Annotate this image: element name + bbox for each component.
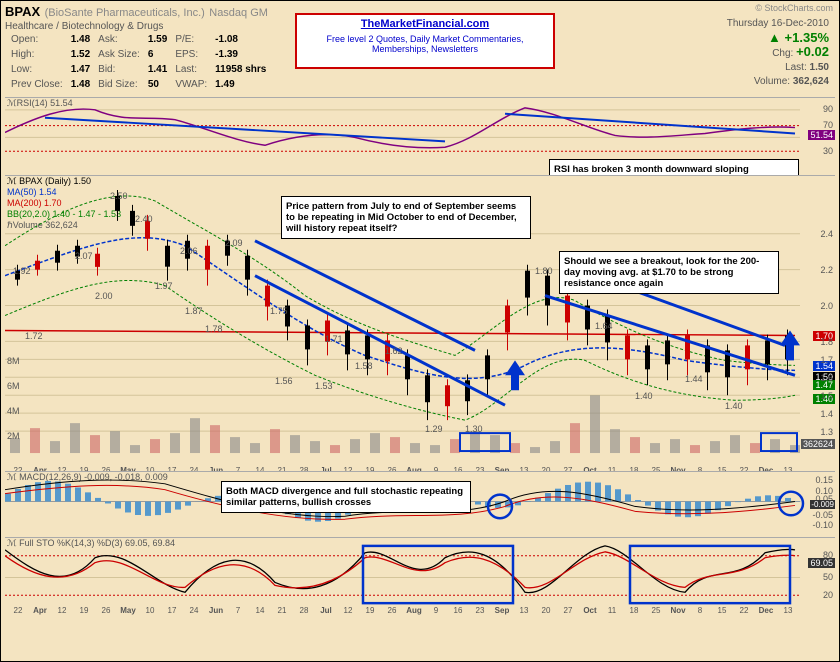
exchange: Nasdaq GM [209, 7, 268, 19]
date-label: Thursday 16-Dec-2010 [727, 17, 829, 31]
rsi-value-box: 51.54 [808, 130, 835, 140]
sto-xaxis: 22Apr121926May101724Jun7142128Jul121926A… [5, 606, 801, 617]
sto-chart [5, 538, 835, 615]
right-stats: Thursday 16-Dec-2010 ▲ +1.35% Chg: +0.02… [727, 17, 829, 89]
price-note-2: Should we see a breakout, look for the 2… [559, 251, 779, 294]
quote-stats: Open:1.48Ask:1.59P/E:-1.08High:1.52Ask S… [9, 31, 274, 93]
change-value: +0.02 [796, 44, 829, 59]
volume-value: 362,624 [793, 76, 829, 87]
company-name: (BioSante Pharmaceuticals, Inc.) [45, 7, 205, 19]
change-pct: +1.35% [785, 30, 829, 45]
up-arrow-icon: ▲ [768, 30, 781, 45]
macd-value-box: -0.009 [810, 500, 835, 509]
rsi-panel: ℳRSI(14) 51.54 90 70 50 30 51.54 [5, 97, 835, 165]
rsi-chart [5, 98, 835, 165]
last-value: 1.50 [810, 62, 829, 73]
sto-value-box: 69.05 [808, 558, 835, 568]
stochastic-panel: ℳ Full STO %K(14,3) %D(3) 69.05, 69.84 8… [5, 537, 835, 615]
promo-text: Free level 2 Quotes, Daily Market Commen… [300, 34, 550, 54]
header: BPAX (BioSante Pharmaceuticals, Inc.) Na… [5, 3, 835, 81]
promo-box[interactable]: TheMarketFinancial.com Free level 2 Quot… [295, 13, 555, 69]
macd-note: Both MACD divergence and full stochastic… [221, 481, 471, 513]
ticker-symbol: BPAX [5, 4, 40, 19]
price-note-1: Price pattern from July to end of Septem… [281, 196, 531, 239]
chart-container: © StockCharts.com BPAX (BioSante Pharmac… [0, 0, 840, 662]
promo-title: TheMarketFinancial.com [300, 18, 550, 30]
